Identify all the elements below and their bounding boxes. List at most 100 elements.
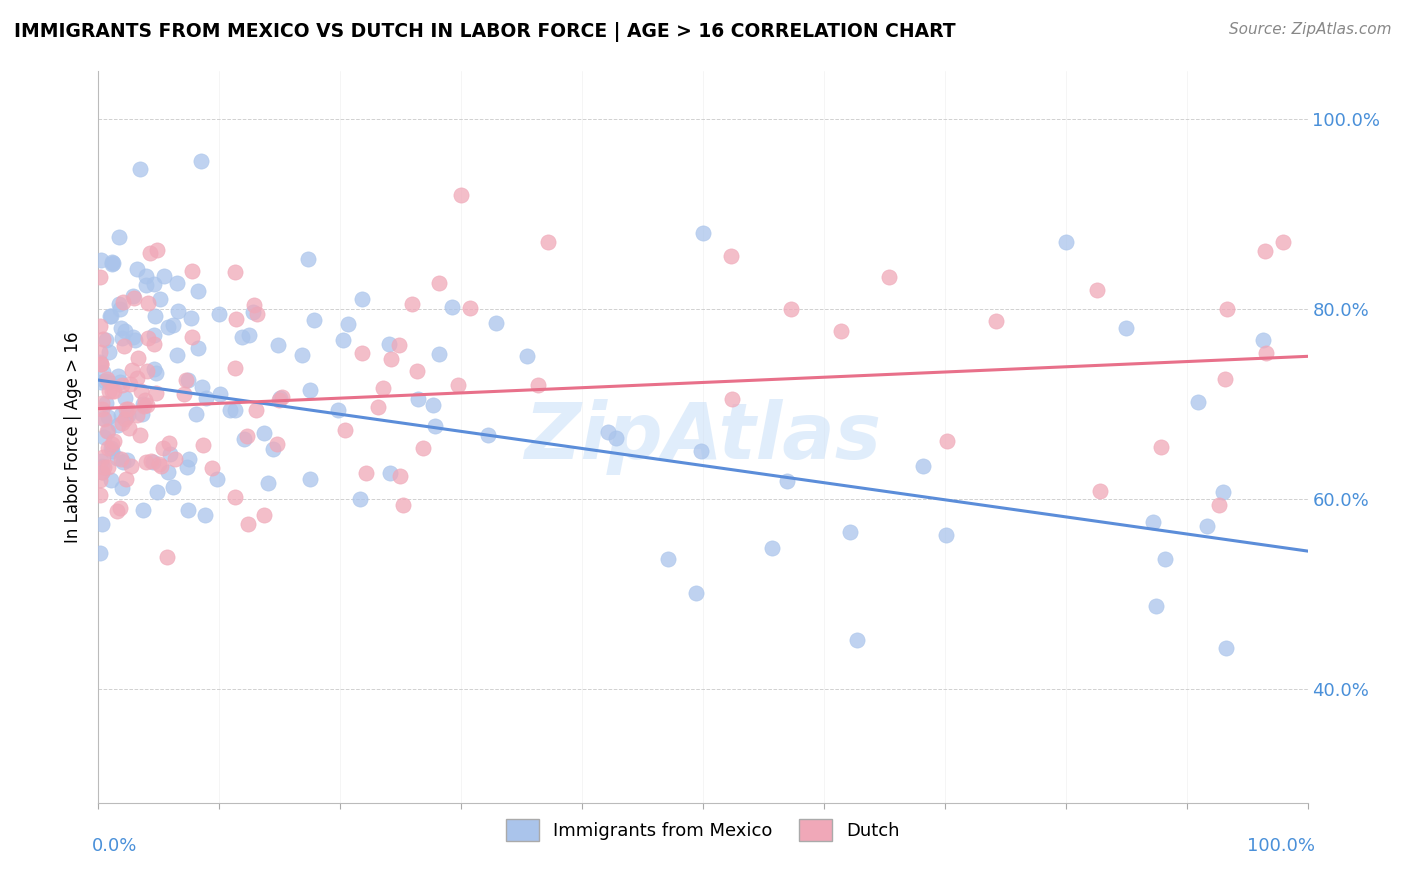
- Point: [776, 474, 799, 488]
- Point: [721, 392, 744, 406]
- Point: [190, 153, 212, 168]
- Point: [1208, 499, 1230, 513]
- Point: [1150, 440, 1173, 454]
- Point: [93, 430, 115, 444]
- Point: [90, 454, 112, 468]
- Point: [186, 408, 208, 422]
- Point: [238, 328, 260, 343]
- Point: [201, 460, 224, 475]
- Point: [984, 314, 1007, 328]
- Point: [114, 412, 136, 426]
- Point: [125, 371, 148, 385]
- Point: [111, 481, 134, 495]
- Point: [98, 309, 121, 323]
- Point: [371, 381, 394, 395]
- Point: [224, 403, 246, 417]
- Point: [132, 502, 155, 516]
- Text: IMMIGRANTS FROM MEXICO VS DUTCH IN LABOR FORCE | AGE > 16 CORRELATION CHART: IMMIGRANTS FROM MEXICO VS DUTCH IN LABOR…: [14, 22, 956, 42]
- Point: [90, 357, 112, 371]
- Point: [267, 393, 290, 408]
- Point: [112, 339, 135, 353]
- Point: [111, 330, 134, 344]
- Point: [142, 328, 165, 343]
- Point: [1142, 516, 1164, 530]
- Point: [224, 265, 246, 279]
- Point: [91, 466, 114, 480]
- Point: [115, 410, 138, 425]
- Point: [1054, 235, 1077, 250]
- Point: [134, 399, 156, 413]
- Point: [91, 458, 114, 473]
- Point: [139, 454, 162, 468]
- Point: [142, 277, 165, 291]
- Point: [485, 316, 508, 330]
- Point: [516, 349, 538, 363]
- Point: [191, 438, 214, 452]
- Point: [153, 269, 176, 284]
- Point: [830, 324, 852, 338]
- Point: [1115, 321, 1137, 335]
- Point: [136, 398, 159, 412]
- Point: [447, 377, 470, 392]
- Point: [291, 348, 314, 362]
- Point: [120, 459, 142, 474]
- Point: [118, 421, 141, 435]
- Point: [156, 549, 179, 564]
- Text: 100.0%: 100.0%: [1247, 837, 1315, 855]
- Point: [111, 416, 134, 430]
- Point: [392, 498, 415, 512]
- Point: [145, 386, 167, 401]
- Point: [934, 528, 956, 542]
- Point: [405, 364, 427, 378]
- Point: [114, 391, 136, 405]
- Point: [537, 235, 560, 250]
- Point: [111, 378, 134, 392]
- Point: [90, 253, 112, 268]
- Point: [1195, 518, 1218, 533]
- Point: [299, 472, 322, 486]
- Point: [157, 465, 180, 479]
- Point: [1085, 283, 1108, 297]
- Point: [91, 450, 114, 464]
- Point: [401, 297, 423, 311]
- Point: [349, 492, 371, 507]
- Point: [97, 384, 120, 398]
- Point: [89, 318, 111, 333]
- Point: [91, 410, 114, 425]
- Point: [97, 442, 120, 456]
- Point: [232, 432, 254, 446]
- Point: [89, 488, 111, 502]
- Point: [253, 425, 276, 440]
- Point: [165, 452, 187, 467]
- Point: [97, 459, 120, 474]
- Point: [143, 309, 166, 323]
- Y-axis label: In Labor Force | Age > 16: In Labor Force | Age > 16: [65, 331, 83, 543]
- Point: [440, 300, 463, 314]
- Point: [257, 476, 280, 491]
- Point: [150, 458, 173, 473]
- Point: [101, 257, 124, 271]
- Point: [146, 485, 169, 500]
- Point: [326, 402, 349, 417]
- Point: [477, 427, 499, 442]
- Point: [412, 441, 434, 455]
- Point: [912, 459, 935, 474]
- Point: [354, 466, 377, 480]
- Point: [101, 384, 124, 398]
- Point: [135, 268, 157, 283]
- Point: [122, 291, 145, 305]
- Point: [136, 296, 159, 310]
- Point: [125, 262, 148, 277]
- Point: [107, 369, 129, 384]
- Point: [460, 301, 482, 316]
- Point: [242, 305, 264, 319]
- Point: [97, 345, 120, 359]
- Point: [367, 400, 389, 414]
- Point: [685, 586, 707, 600]
- Point: [270, 390, 292, 404]
- Point: [107, 418, 129, 433]
- Point: [1215, 641, 1237, 656]
- Point: [350, 346, 373, 360]
- Point: [132, 397, 155, 411]
- Point: [378, 466, 401, 480]
